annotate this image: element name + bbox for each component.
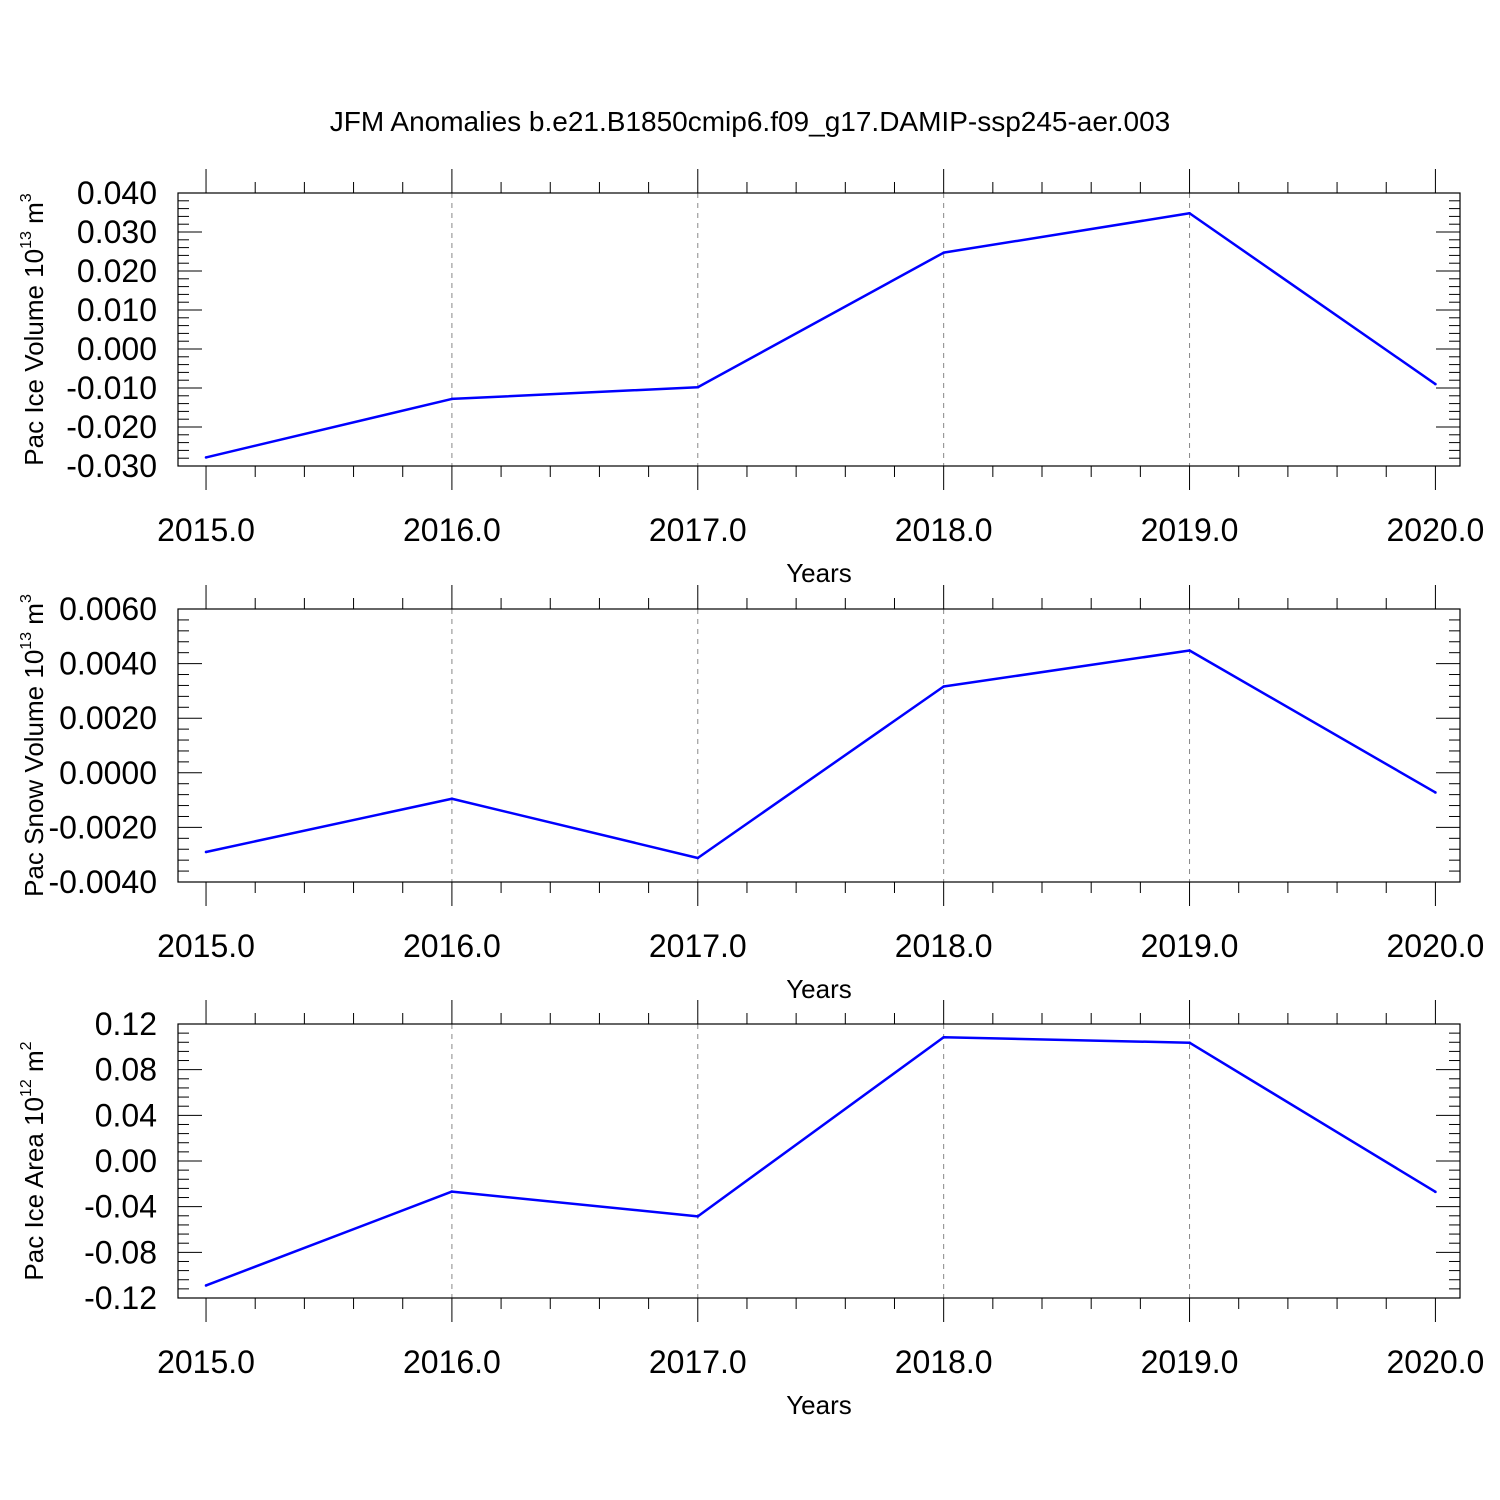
x-tick-label: 2018.0: [895, 1344, 993, 1380]
y-tick-label: 0.00: [95, 1143, 157, 1179]
y-axis-title: Pac Ice Area 1012 m2: [18, 1041, 49, 1280]
chart-panel-1: 2015.0 2016.0 2017.0 2018.0 2019.0 2020.0 Year…: [18, 169, 1484, 588]
figure-title: JFM Anomalies b.e21.B1850cmip6.f09_g17.D…: [330, 106, 1170, 137]
x-tick-label: 2017.0: [649, 928, 747, 964]
plot-frame: [177, 192, 1461, 467]
series-line: [205, 212, 1437, 459]
data-point: [696, 385, 700, 389]
y-tick-label: 0.010: [77, 292, 157, 328]
y-tick-label: 0.040: [77, 175, 157, 211]
y-tick-label: 0.030: [77, 214, 157, 250]
x-tick-label: 2018.0: [895, 928, 993, 964]
x-tick-label: 2017.0: [649, 512, 747, 548]
data-point: [942, 251, 945, 254]
x-tick-label: 2015.0: [157, 928, 255, 964]
data-point: [450, 797, 454, 801]
panels: 2015.0 2016.0 2017.0 2018.0 2019.0 2020.0 Year…: [18, 169, 1484, 1420]
y-tick-label: 0.0020: [59, 700, 157, 736]
x-tick-label: 2019.0: [1141, 928, 1239, 964]
data-point: [450, 397, 454, 401]
x-tick-label: 2019.0: [1141, 1344, 1239, 1380]
y-axis-title: Pac Snow Volume 1013 m3: [18, 594, 49, 897]
data-point: [696, 856, 700, 860]
y-tick-label: 0.0000: [59, 755, 157, 791]
y-tick-label: -0.08: [84, 1234, 157, 1270]
x-tick-label: 2018.0: [895, 512, 993, 548]
y-tick-label: -0.04: [84, 1189, 157, 1225]
x-tick-label: 2019.0: [1141, 512, 1239, 548]
x-tick-label: 2016.0: [403, 512, 501, 548]
series-line: [205, 1035, 1437, 1287]
data-point: [1188, 1041, 1191, 1045]
data-point: [696, 1215, 700, 1218]
y-tick-label: 0.12: [95, 1006, 157, 1042]
x-axis-title: Years: [786, 1390, 852, 1420]
y-tick-label: 0.000: [77, 331, 157, 367]
x-axis-title: Years: [786, 974, 852, 1004]
data-point: [942, 685, 945, 688]
data-point: [1188, 649, 1191, 652]
x-tick-label: 2015.0: [157, 512, 255, 548]
y-tick-label: -0.0040: [48, 864, 157, 900]
y-tick-label: 0.0040: [59, 646, 157, 682]
data-point: [942, 1035, 945, 1039]
series-line: [205, 649, 1437, 860]
data-point: [450, 1190, 454, 1193]
x-tick-label: 2016.0: [403, 1344, 501, 1380]
y-tick-label: -0.12: [84, 1280, 157, 1316]
data-point: [1434, 1190, 1437, 1194]
y-tick-label: -0.010: [66, 370, 157, 406]
x-tick-label: 2020.0: [1386, 1344, 1484, 1380]
y-axis-title: Pac Ice Volume 1013 m3: [18, 193, 49, 466]
x-tick-label: 2020.0: [1386, 512, 1484, 548]
data-point: [204, 456, 208, 459]
y-tick-label: -0.020: [66, 409, 157, 445]
x-axis-title: Years: [786, 558, 852, 588]
y-tick-label: -0.0020: [48, 809, 157, 845]
y-tick-label: -0.030: [66, 448, 157, 484]
x-tick-label: 2017.0: [649, 1344, 747, 1380]
x-tick-label: 2015.0: [157, 1344, 255, 1380]
y-tick-label: 0.08: [95, 1052, 157, 1088]
data-point: [1188, 211, 1191, 215]
chart-panel-2: 2015.0 2016.0 2017.0 2018.0 2019.0 2020.0 Year…: [18, 585, 1484, 1004]
data-point: [1434, 791, 1437, 794]
y-tick-label: 0.04: [95, 1097, 157, 1133]
x-tick-label: 2016.0: [403, 928, 501, 964]
data-point: [1434, 382, 1437, 386]
plot-frame: [177, 608, 1461, 883]
x-tick-label: 2020.0: [1386, 928, 1484, 964]
data-point: [204, 1284, 208, 1287]
chart-panel-3: 2015.0 2016.0 2017.0 2018.0 2019.0 2020.0 Year…: [18, 1000, 1484, 1420]
y-tick-label: 0.020: [77, 253, 157, 289]
y-tick-label: 0.0060: [59, 591, 157, 627]
data-point: [204, 850, 208, 854]
